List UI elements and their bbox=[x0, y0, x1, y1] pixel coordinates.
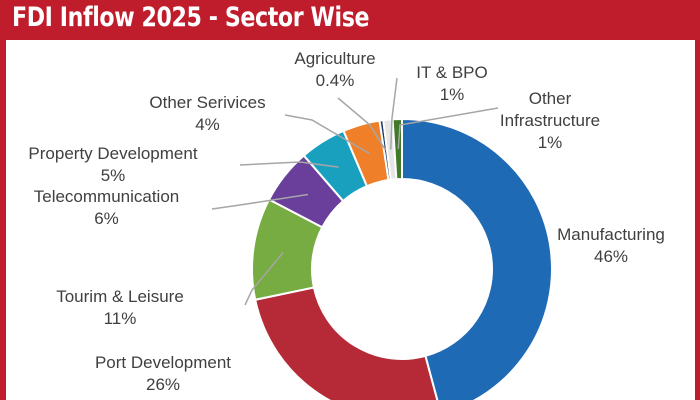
label-value: 46% bbox=[593, 247, 629, 266]
leader-line bbox=[239, 161, 339, 168]
chart-panel bbox=[6, 40, 695, 400]
label-property-development: Property Development 5% bbox=[8, 143, 218, 187]
label-agriculture: Agriculture 0.4% bbox=[275, 48, 395, 92]
leader-line bbox=[284, 114, 370, 155]
title-bar: FDI Inflow 2025 - Sector Wise bbox=[0, 0, 700, 40]
label-name: Property Development bbox=[28, 144, 198, 163]
label-value: 6% bbox=[94, 209, 119, 228]
leader-line bbox=[244, 252, 284, 306]
label-name: IT & BPO bbox=[416, 63, 488, 82]
leader-line bbox=[390, 77, 398, 150]
label-value: 26% bbox=[145, 375, 181, 394]
label-tourism-leisure: Tourim & Leisure 11% bbox=[40, 286, 200, 330]
chart-title: FDI Inflow 2025 - Sector Wise bbox=[12, 2, 370, 33]
leader-line bbox=[397, 107, 499, 150]
label-name: Tourim & Leisure bbox=[56, 287, 184, 306]
label-value: 11% bbox=[103, 309, 137, 328]
leader-line bbox=[337, 97, 387, 151]
label-name: Other Serivices bbox=[149, 93, 266, 112]
label-value: 5% bbox=[100, 166, 126, 185]
label-manufacturing: Manufacturing 46% bbox=[536, 224, 686, 268]
donut-slice-manufacturing bbox=[401, 117, 553, 400]
label-value: 1% bbox=[439, 85, 465, 104]
label-name: Agriculture bbox=[294, 49, 376, 68]
label-it-bpo: IT & BPO 1% bbox=[402, 62, 502, 106]
label-name-line1: Other bbox=[528, 89, 572, 108]
donut-slice-port-development bbox=[254, 286, 439, 400]
label-value: 4% bbox=[195, 115, 220, 134]
label-other-services: Other Serivices 4% bbox=[130, 92, 285, 136]
label-value: 0.4% bbox=[315, 71, 355, 90]
label-name: Port Development bbox=[94, 353, 232, 372]
leader-line bbox=[211, 193, 309, 210]
label-value: 1% bbox=[537, 133, 563, 152]
label-port-development: Port Development 26% bbox=[78, 352, 248, 396]
label-name: Telecommunication bbox=[33, 187, 180, 206]
label-telecommunication: Telecommunication 6% bbox=[14, 186, 199, 230]
label-other-infrastructure: Other Infrastructure 1% bbox=[470, 88, 630, 154]
label-name: Manufacturing bbox=[557, 225, 665, 244]
label-name-line2: Infrastructure bbox=[499, 111, 601, 130]
